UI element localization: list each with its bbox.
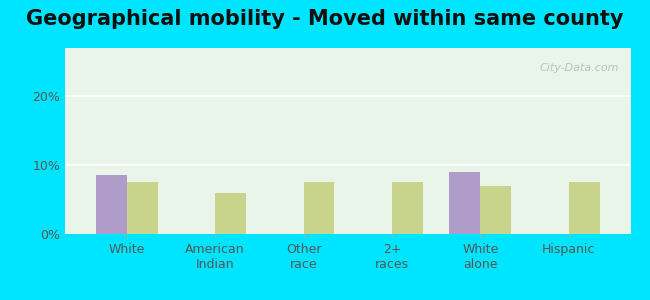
Text: Geographical mobility - Moved within same county: Geographical mobility - Moved within sam…	[26, 9, 624, 29]
Bar	[480, 186, 511, 234]
Bar	[127, 182, 158, 234]
Bar	[304, 182, 335, 234]
Bar	[392, 182, 423, 234]
Bar	[449, 172, 480, 234]
Bar	[96, 176, 127, 234]
Bar	[215, 193, 246, 234]
Text: City-Data.com: City-Data.com	[540, 63, 619, 73]
Bar	[569, 182, 599, 234]
